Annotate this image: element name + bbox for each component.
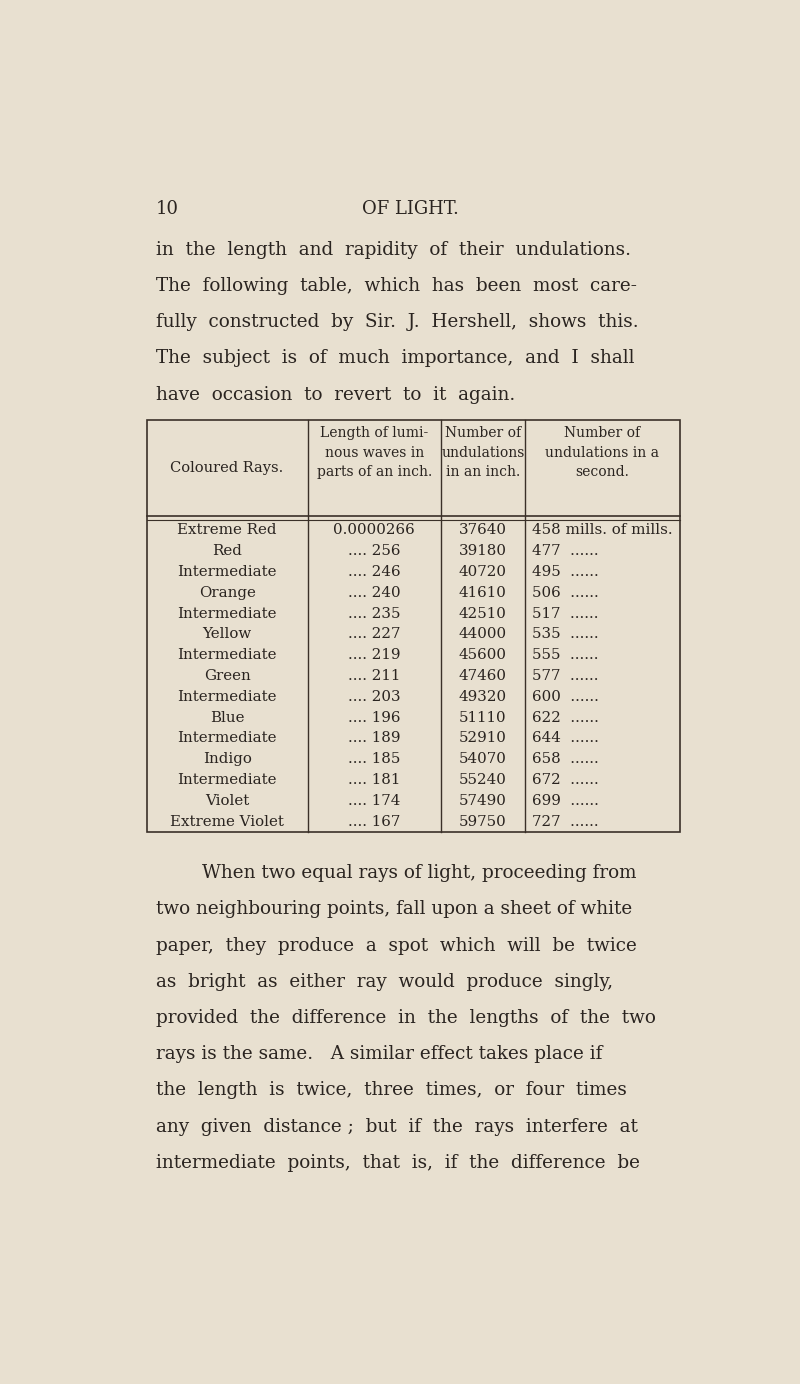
Text: 55240: 55240 [459,774,506,787]
Text: .... 174: .... 174 [348,794,401,808]
Text: .... 219: .... 219 [348,648,401,662]
Text: intermediate  points,  that  is,  if  the  difference  be: intermediate points, that is, if the dif… [156,1154,640,1172]
Text: 51110: 51110 [459,710,506,725]
Text: Number of
undulations
in an inch.: Number of undulations in an inch. [441,426,525,479]
Text: fully  constructed  by  Sir.  J.  Hershell,  shows  this.: fully constructed by Sir. J. Hershell, s… [156,313,638,331]
Text: Indigo: Indigo [202,753,251,767]
Text: in  the  length  and  rapidity  of  their  undulations.: in the length and rapidity of their undu… [156,241,630,259]
Text: The  following  table,  which  has  been  most  care-: The following table, which has been most… [156,277,637,295]
Text: paper,  they  produce  a  spot  which  will  be  twice: paper, they produce a spot which will be… [156,937,637,955]
Text: provided  the  difference  in  the  lengths  of  the  two: provided the difference in the lengths o… [156,1009,656,1027]
Text: .... 185: .... 185 [348,753,401,767]
Text: 495  ......: 495 ...... [532,565,599,579]
Text: .... 211: .... 211 [348,668,401,684]
Text: When two equal rays of light, proceeding from: When two equal rays of light, proceeding… [202,864,637,882]
Text: 699  ......: 699 ...... [532,794,599,808]
Text: 57490: 57490 [459,794,506,808]
Text: Intermediate: Intermediate [178,732,277,746]
Text: as  bright  as  either  ray  would  produce  singly,: as bright as either ray would produce si… [156,973,613,991]
Text: 644  ......: 644 ...... [532,732,599,746]
Text: .... 189: .... 189 [348,732,401,746]
Text: Intermediate: Intermediate [178,565,277,579]
Text: 47460: 47460 [459,668,507,684]
Text: Length of lumi-
nous waves in
parts of an inch.: Length of lumi- nous waves in parts of a… [317,426,432,479]
Text: 44000: 44000 [458,627,507,641]
Text: Intermediate: Intermediate [178,648,277,662]
Text: Blue: Blue [210,710,244,725]
Text: .... 235: .... 235 [348,606,401,620]
Text: 10: 10 [156,201,179,219]
Text: rays is the same.   A similar effect takes place if: rays is the same. A similar effect takes… [156,1045,602,1063]
Text: Orange: Orange [198,585,255,599]
Text: 52910: 52910 [459,732,506,746]
Text: 41610: 41610 [459,585,506,599]
Text: 37640: 37640 [459,523,507,537]
Text: .... 256: .... 256 [348,544,401,558]
Text: 600  ......: 600 ...... [532,689,599,704]
Text: 39180: 39180 [459,544,507,558]
Text: 727  ......: 727 ...... [532,815,598,829]
Text: 672  ......: 672 ...... [532,774,599,787]
Text: .... 167: .... 167 [348,815,401,829]
Text: The  subject  is  of  much  importance,  and  I  shall: The subject is of much importance, and I… [156,349,634,367]
Bar [146,419,680,832]
Text: .... 203: .... 203 [348,689,401,704]
Text: Coloured Rays.: Coloured Rays. [170,461,284,475]
Text: Extreme Red: Extreme Red [178,523,277,537]
Text: Intermediate: Intermediate [178,774,277,787]
Text: Yellow: Yellow [202,627,252,641]
Text: .... 240: .... 240 [348,585,401,599]
Text: 577  ......: 577 ...... [532,668,598,684]
Text: Intermediate: Intermediate [178,606,277,620]
Text: OF LIGHT.: OF LIGHT. [362,201,458,219]
Text: Red: Red [212,544,242,558]
Text: 54070: 54070 [459,753,506,767]
Text: Intermediate: Intermediate [178,689,277,704]
Text: the  length  is  twice,  three  times,  or  four  times: the length is twice, three times, or fou… [156,1081,626,1099]
Text: 49320: 49320 [458,689,507,704]
Text: Number of
undulations in a
second.: Number of undulations in a second. [546,426,659,479]
Text: 45600: 45600 [459,648,507,662]
Text: Extreme Violet: Extreme Violet [170,815,284,829]
Text: 506  ......: 506 ...... [532,585,599,599]
Text: Green: Green [204,668,250,684]
Text: any  given  distance ;  but  if  the  rays  interfere  at: any given distance ; but if the rays int… [156,1118,638,1136]
Text: 517  ......: 517 ...... [532,606,598,620]
Text: 59750: 59750 [459,815,506,829]
Text: 40720: 40720 [459,565,507,579]
Text: .... 196: .... 196 [348,710,401,725]
Text: 535  ......: 535 ...... [532,627,598,641]
Text: 458 mills. of mills.: 458 mills. of mills. [532,523,673,537]
Text: 477  ......: 477 ...... [532,544,598,558]
Text: 658  ......: 658 ...... [532,753,599,767]
Text: 555  ......: 555 ...... [532,648,598,662]
Text: 0.0000266: 0.0000266 [334,523,415,537]
Text: .... 227: .... 227 [348,627,401,641]
Text: .... 181: .... 181 [348,774,401,787]
Text: 622  ......: 622 ...... [532,710,599,725]
Text: Violet: Violet [205,794,250,808]
Text: have  occasion  to  revert  to  it  again.: have occasion to revert to it again. [156,386,515,404]
Text: 42510: 42510 [459,606,506,620]
Text: .... 246: .... 246 [348,565,401,579]
Text: two neighbouring points, fall upon a sheet of white: two neighbouring points, fall upon a she… [156,901,632,919]
